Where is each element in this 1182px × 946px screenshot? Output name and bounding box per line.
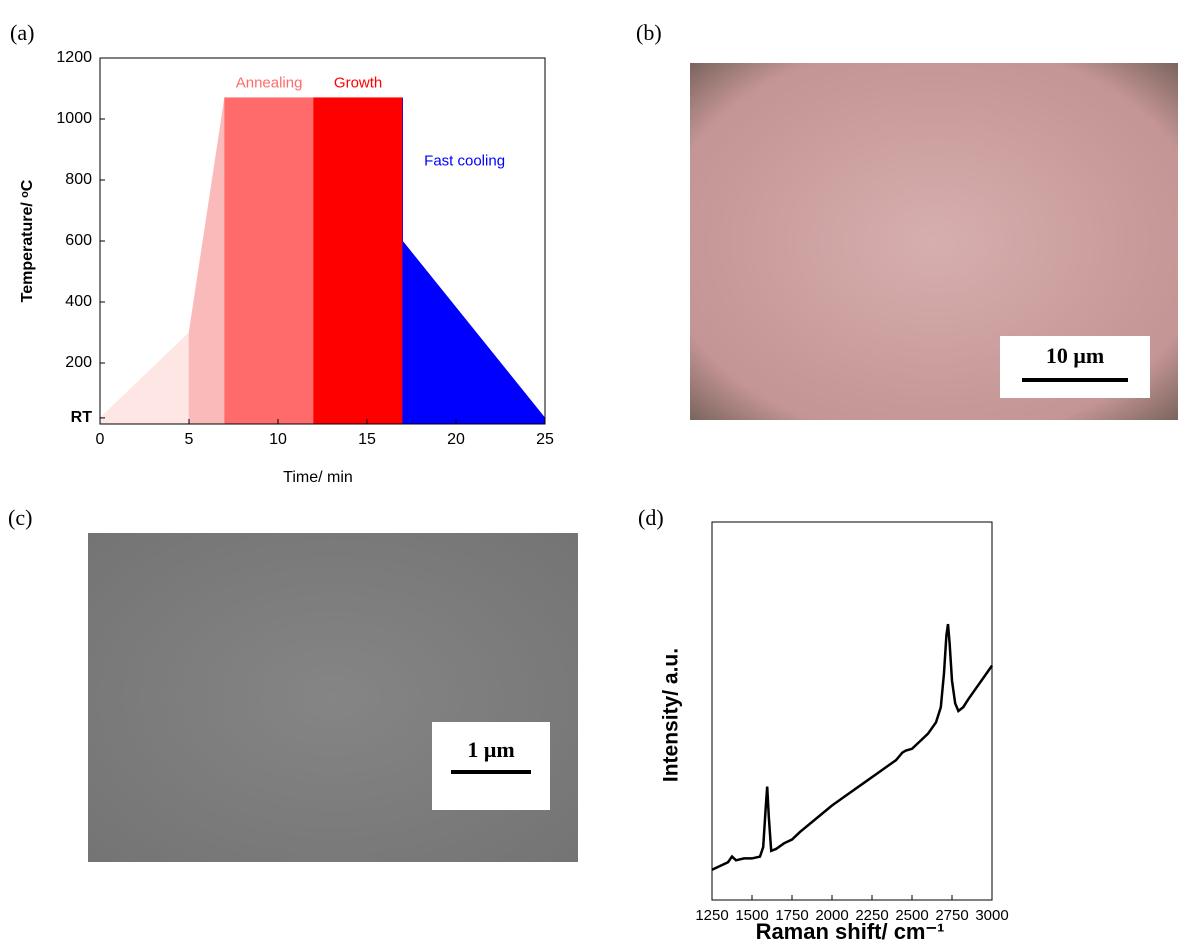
panel-label: (c): [8, 505, 32, 530]
x-tick-label: 5: [185, 431, 194, 448]
scale-bar-label: 1 μm: [467, 737, 514, 762]
y-tick-label: 800: [65, 171, 92, 188]
x-tick-label: 1250: [695, 907, 728, 924]
sem-image: [88, 533, 578, 862]
x-tick-label: 20: [447, 431, 465, 448]
panel-label: (a): [10, 20, 34, 45]
scale-bar-label: 10 μm: [1046, 343, 1104, 368]
area: [313, 97, 403, 425]
y-tick-label: 400: [65, 293, 92, 310]
x-tick-label: 10: [269, 431, 287, 448]
panel-label: (b): [636, 20, 662, 45]
plot-frame: [711, 521, 993, 901]
region-label: Annealing: [236, 75, 303, 92]
x-tick-label: 0: [96, 431, 105, 448]
area: [188, 97, 225, 425]
area: [402, 97, 546, 425]
y-tick-label: 1000: [56, 110, 92, 127]
panel-label: (d): [638, 505, 664, 530]
y-axis-label: Intensity/ a.u.: [660, 648, 683, 782]
x-tick-label: 15: [358, 431, 376, 448]
scale-bar-box: [432, 722, 550, 810]
region-label: Fast cooling: [424, 153, 505, 170]
region-label: Growth: [334, 75, 382, 92]
y-tick-label: RT: [71, 409, 93, 426]
y-tick-label: 600: [65, 232, 92, 249]
x-tick-label: 1500: [735, 907, 768, 924]
x-axis-label: Time/ min: [283, 469, 353, 486]
x-axis-label: Raman shift/ cm⁻¹: [756, 919, 945, 944]
x-tick-label: 3000: [975, 907, 1008, 924]
area: [99, 331, 190, 425]
spectrum: [711, 623, 994, 871]
area: [224, 97, 314, 425]
x-tick-label: 2500: [895, 907, 928, 924]
x-tick-label: 1750: [775, 907, 808, 924]
y-axis-label: Temperature/ ᵒC: [19, 179, 36, 302]
x-tick-label: 25: [536, 431, 554, 448]
y-tick-label: 1200: [56, 49, 92, 66]
scale-bar-box: [1000, 336, 1150, 398]
x-tick-label: 2000: [815, 907, 848, 924]
y-tick-label: 200: [65, 354, 92, 371]
x-tick-label: 2750: [935, 907, 968, 924]
x-tick-label: 2250: [855, 907, 888, 924]
